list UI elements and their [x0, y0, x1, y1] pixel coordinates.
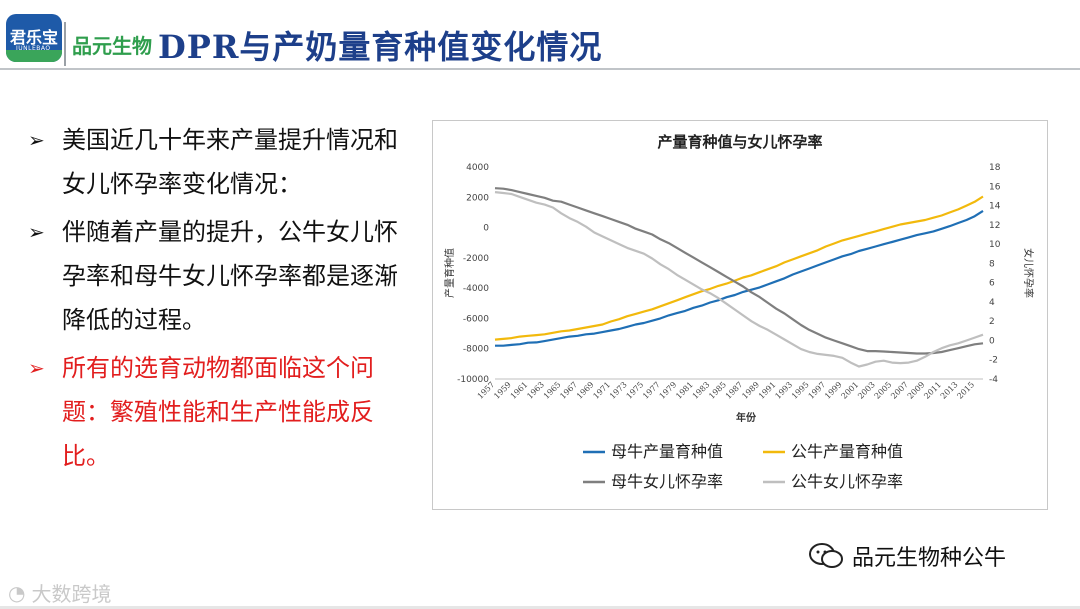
x-tick-label: 1995	[790, 380, 811, 401]
x-tick-label: 1983	[691, 380, 712, 401]
y-axis-label-left: 产量育种值	[443, 248, 456, 298]
y2-tick-label: 8	[989, 259, 995, 269]
y-tick-label: -10000	[457, 375, 489, 385]
arrow-bullet-icon: ➢	[28, 356, 45, 380]
y2-tick-label: 6	[989, 279, 995, 289]
series-line-3	[494, 187, 984, 355]
x-tick-label: 1987	[724, 380, 745, 401]
y2-tick-label: 10	[989, 240, 1001, 250]
x-axis-label: 年份	[736, 411, 757, 424]
x-tick-label: 2015	[955, 380, 976, 401]
y-tick-label: 4000	[466, 163, 489, 173]
series-line-2	[494, 195, 984, 341]
y2-tick-label: 18	[989, 163, 1001, 173]
x-tick-label: 1979	[658, 380, 679, 401]
title-divider	[0, 68, 1080, 70]
logo-divider	[64, 22, 66, 66]
x-tick-label: 1961	[509, 380, 530, 401]
plot-area: 4000 2000 0 -2000 -4000 -6000 -8000 -10000 18 16 1…	[457, 163, 1001, 401]
bullet-list: ➢ 美国近几十年来产量提升情况和女儿怀孕率变化情况： ➢ 伴随着产量的提升，公牛…	[28, 118, 408, 482]
x-tick-label: 1999	[823, 380, 844, 401]
bullet-1-text: 美国近几十年来产量提升情况和女儿怀孕率变化情况：	[62, 126, 398, 198]
y2-tick-label: 14	[989, 202, 1001, 212]
x-tick-label: 1973	[608, 380, 629, 401]
y-tick-label: -4000	[463, 284, 489, 294]
legend-label-4: 公牛女儿怀孕率	[791, 472, 903, 491]
x-tick-label: 1959	[492, 380, 513, 401]
x-tick-label: 2013	[939, 380, 960, 401]
arrow-bullet-icon: ➢	[28, 220, 45, 244]
x-tick-label: 1969	[575, 380, 596, 401]
y2-tick-label: 12	[989, 221, 1000, 231]
series-line-4	[494, 191, 984, 368]
x-tick-label: 2011	[922, 380, 943, 401]
y2-tick-label: 16	[989, 182, 1001, 192]
series-line-1	[495, 209, 984, 347]
x-tick-label: 1997	[807, 380, 828, 401]
chart-title: 产量育种值与女儿怀孕率	[657, 133, 822, 151]
bullet-2: ➢ 伴随着产量的提升，公牛女儿怀孕率和母牛女儿怀孕率都是逐渐降低的过程。	[28, 210, 408, 342]
legend-label-2: 公牛产量育种值	[791, 442, 903, 461]
y2-tick-label: -2	[989, 356, 998, 366]
x-tick-label: 1989	[740, 380, 761, 401]
y-tick-label: -6000	[463, 314, 489, 324]
y-tick-label: -8000	[463, 345, 489, 355]
x-tick-label: 1991	[757, 380, 778, 401]
x-tick-label: 2007	[889, 380, 910, 401]
junlebao-logo: 君乐宝 JUNLEBAO	[6, 14, 62, 62]
watermark-icon: ◔	[8, 580, 26, 605]
logo-wave	[6, 50, 62, 62]
x-tick-label: 2005	[873, 380, 894, 401]
watermark-text: 大数跨境	[31, 582, 112, 606]
legend-label-3: 母牛女儿怀孕率	[611, 472, 723, 491]
logo-text: 君乐宝	[10, 28, 59, 47]
y2-tick-label: -4	[989, 375, 998, 385]
x-tick-label: 2009	[906, 380, 927, 401]
wechat-account-name: 品元生物种公牛	[852, 546, 1007, 571]
y-axis-label-right: 女儿怀孕率	[1022, 248, 1035, 298]
y-tick-label: 0	[483, 224, 489, 234]
pinyuan-logo-text: 品元生物	[72, 34, 152, 58]
bullet-3-text: 所有的选育动物都面临这个问题：繁殖性能和生产性能成反比。	[62, 354, 374, 470]
y2-tick-label: 2	[989, 317, 995, 327]
x-tick-label: 1981	[674, 380, 695, 401]
arrow-bullet-icon: ➢	[28, 128, 45, 152]
y-tick-label: 2000	[466, 193, 489, 203]
y2-tick-label: 4	[989, 298, 995, 308]
breeding-value-chart: 产量育种值与女儿怀孕率 产量育种值 女儿怀孕率 年份 4000 2000 0 -200…	[443, 133, 1035, 491]
x-tick-label: 1967	[558, 380, 579, 401]
watermark: ◔ 大数跨境	[8, 578, 111, 607]
x-tick-label: 1977	[641, 380, 662, 401]
logo-subtext: JUNLEBAO	[16, 45, 51, 52]
x-tick-label: 2003	[856, 380, 877, 401]
y2-tick-label: 0	[989, 336, 995, 346]
x-tick-label: 1975	[625, 380, 646, 401]
x-tick-label: 1971	[591, 380, 612, 401]
slide-title: DPR与产奶量育种值变化情况	[158, 28, 603, 66]
bottom-divider	[0, 606, 1080, 609]
y-tick-label: -2000	[463, 254, 489, 264]
x-tick-label: 1985	[707, 380, 728, 401]
bullet-2-text: 伴随着产量的提升，公牛女儿怀孕率和母牛女儿怀孕率都是逐渐降低的过程。	[62, 218, 398, 334]
x-tick-label: 2001	[840, 380, 861, 401]
x-tick-label: 1965	[542, 380, 563, 401]
chart-frame: 产量育种值与女儿怀孕率 产量育种值 女儿怀孕率 年份 4000 2000 0 -200…	[432, 120, 1048, 510]
bullet-3: ➢ 所有的选育动物都面临这个问题：繁殖性能和生产性能成反比。	[28, 346, 408, 478]
wechat-icon	[809, 543, 843, 568]
legend-label-1: 母牛产量育种值	[611, 442, 723, 461]
bullet-1: ➢ 美国近几十年来产量提升情况和女儿怀孕率变化情况：	[28, 118, 408, 206]
x-tick-label: 1963	[525, 380, 546, 401]
x-tick-label: 1993	[773, 380, 794, 401]
wechat-account-tag: 品元生物种公牛	[808, 540, 1006, 572]
